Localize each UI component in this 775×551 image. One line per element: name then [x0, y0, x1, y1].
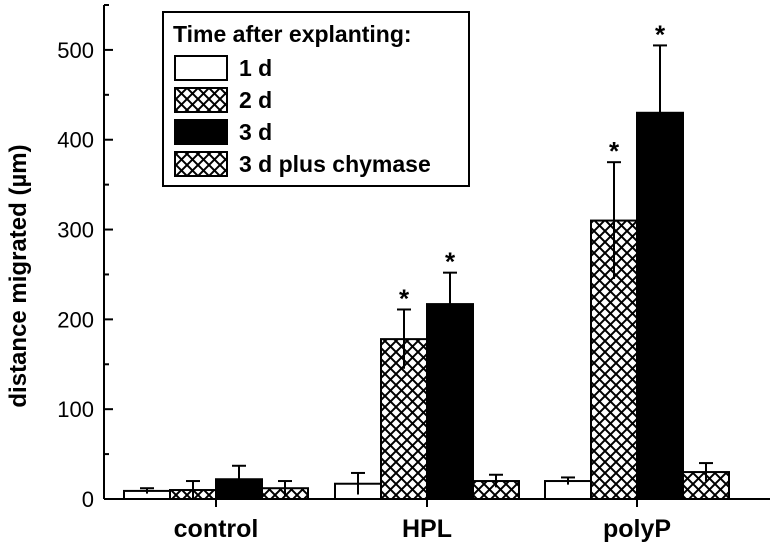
x-tick-label: HPL	[402, 515, 452, 543]
x-tick-label: control	[174, 515, 259, 543]
y-tick-label: 0	[82, 487, 94, 512]
legend-label: 2 d	[239, 87, 272, 113]
significance-marker: *	[399, 283, 410, 313]
legend: Time after explanting: 1 d 2 d 3 d 3 d plus …	[162, 11, 470, 187]
y-axis-title: distance migrated (µm)	[5, 144, 32, 407]
legend-title: Time after explanting:	[173, 21, 412, 47]
significance-marker: *	[655, 19, 666, 49]
y-tick-label: 200	[57, 307, 94, 332]
legend-swatch	[174, 119, 228, 145]
significance-marker: *	[609, 136, 620, 166]
legend-swatch	[174, 87, 228, 113]
legend-label: 1 d	[239, 55, 272, 81]
significance-marker: *	[445, 247, 456, 277]
legend-label: 3 d	[239, 119, 272, 145]
legend-swatch	[174, 55, 228, 81]
plot-area: 0 100 200 300 400 500 control HPL * * polyP * *	[57, 4, 770, 543]
legend-swatch	[174, 151, 228, 177]
y-tick-label: 100	[57, 397, 94, 422]
y-tick-label: 300	[57, 218, 94, 243]
x-tick-label: polyP	[603, 515, 671, 543]
legend-label: 3 d plus chymase	[239, 151, 431, 177]
y-tick-label: 400	[57, 128, 94, 153]
y-tick-label: 500	[57, 38, 94, 63]
